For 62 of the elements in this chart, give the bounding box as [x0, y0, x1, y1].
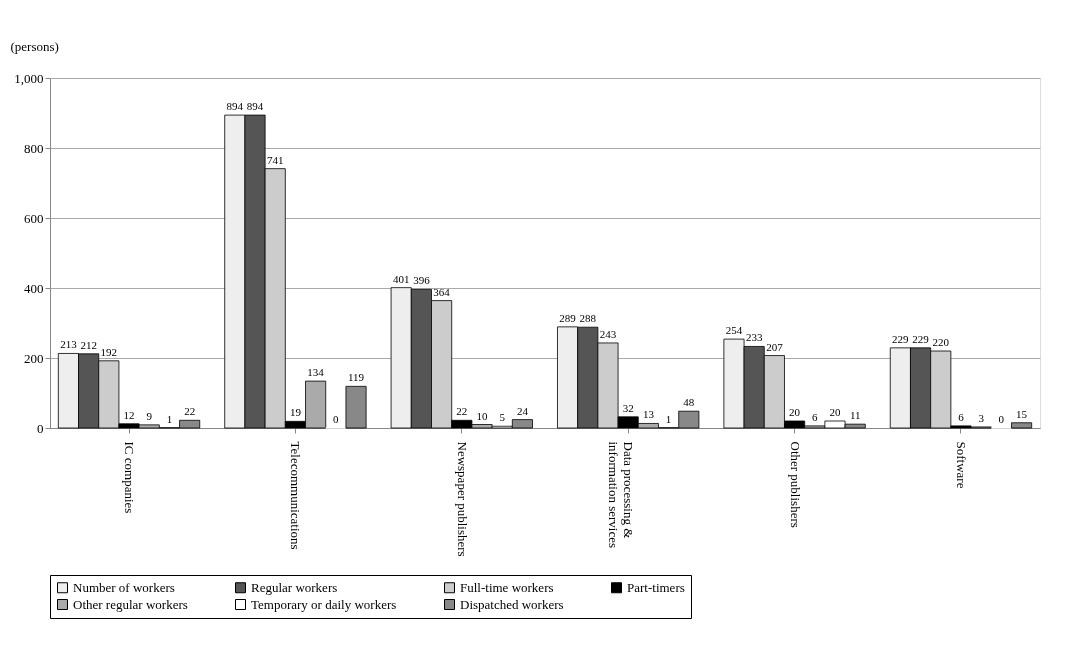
data-label: 20 — [829, 406, 841, 418]
data-label: 19 — [289, 406, 302, 419]
data-label: 364 — [433, 285, 451, 298]
y-axis-title: (persons) — [10, 38, 59, 54]
y-tick-label: 0 — [37, 420, 44, 436]
data-label: 229 — [892, 332, 910, 345]
data-label: 288 — [579, 312, 597, 325]
data-label: 213 — [60, 338, 78, 351]
legend-label: Dispatched workers — [460, 596, 564, 612]
data-label: 119 — [347, 371, 365, 384]
legend-label: Part-timers — [627, 579, 685, 595]
data-label: 48 — [683, 396, 695, 409]
x-tick-label: Newspaper publishers — [454, 441, 470, 557]
x-tick-label: Software — [953, 441, 969, 489]
data-label: 10 — [476, 409, 489, 422]
data-label: 22 — [456, 405, 468, 418]
data-label: 12 — [123, 408, 135, 421]
y-tick-label: 800 — [24, 140, 44, 156]
x-tick-label: IC companies — [122, 441, 138, 514]
data-label: 894 — [226, 100, 244, 113]
data-label: 134 — [307, 366, 325, 379]
data-label: 741 — [266, 153, 284, 166]
data-label: 192 — [100, 345, 118, 358]
data-label: 3 — [978, 411, 985, 424]
y-tick-label: 200 — [24, 350, 44, 366]
legend-label: Other regular workers — [73, 596, 188, 612]
legend-label: Full-time workers — [460, 579, 554, 595]
data-label: 289 — [559, 311, 577, 324]
data-label: 6 — [812, 410, 819, 423]
data-label: 894 — [246, 100, 264, 113]
data-label: 6 — [958, 410, 965, 423]
data-label: 0 — [333, 413, 340, 425]
data-label: 20 — [789, 406, 801, 418]
data-label: 13 — [642, 408, 655, 421]
x-tick-label: Other publishers — [787, 441, 803, 528]
data-label: 5 — [499, 411, 506, 424]
data-label: 207 — [766, 340, 784, 353]
data-label: 9 — [146, 409, 153, 422]
data-label: 396 — [413, 274, 431, 287]
data-label: 233 — [745, 331, 763, 344]
legend-label: Temporary or daily workers — [251, 596, 397, 612]
data-label: 254 — [725, 324, 743, 337]
data-label: 1 — [166, 412, 173, 425]
data-label: 212 — [80, 338, 97, 351]
data-label: 22 — [184, 405, 196, 418]
data-label: 1 — [665, 412, 672, 425]
data-label: 243 — [599, 327, 617, 340]
y-tick-label: 600 — [24, 210, 44, 226]
y-tick-label: 1,000 — [14, 70, 44, 86]
data-label: 220 — [932, 336, 950, 348]
data-label: 0 — [998, 413, 1005, 425]
x-tick-label: Telecommunications — [288, 441, 304, 550]
legend-label: Regular workers — [251, 579, 338, 595]
legend-label: Number of workers — [73, 579, 175, 595]
data-label: 15 — [1016, 407, 1028, 420]
data-label: 11 — [849, 409, 861, 422]
y-tick-label: 400 — [24, 280, 44, 296]
data-label: 24 — [516, 404, 529, 417]
data-label: 229 — [912, 332, 930, 345]
data-label: 32 — [622, 401, 634, 414]
x-tick-label: Data processing & information services — [606, 441, 637, 548]
data-label: 401 — [392, 272, 410, 285]
